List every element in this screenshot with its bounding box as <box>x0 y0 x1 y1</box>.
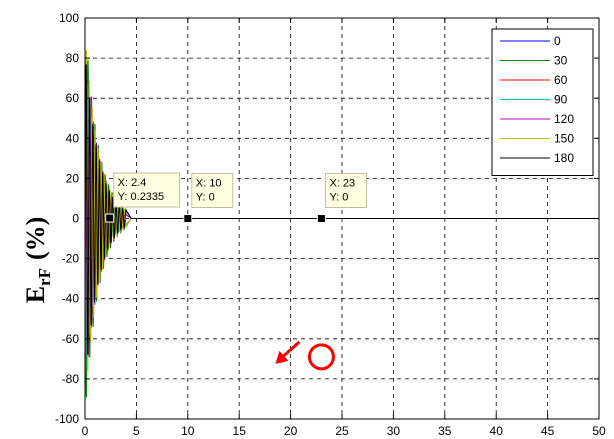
datatip-marker <box>105 213 115 223</box>
annotation-arrow-head <box>275 350 289 364</box>
datatip-x-text: X: 23 <box>329 178 355 190</box>
annotation-arrow-shaft <box>280 340 301 359</box>
annotation-circle <box>307 343 335 371</box>
legend-label-30: 30 <box>554 54 568 68</box>
legend-box <box>491 28 594 176</box>
y-tick-label: 40 <box>66 131 80 145</box>
y-tick-label: -60 <box>62 332 80 346</box>
legend-label-0: 0 <box>554 34 561 48</box>
series-line-180 <box>84 64 599 355</box>
x-tick-label: 15 <box>233 424 247 438</box>
series-layer <box>84 49 599 403</box>
x-tick-label: 20 <box>284 424 298 438</box>
datatip-y-text: Y: 0.2335 <box>118 191 165 203</box>
legend: 0 30 60 90 120 150 180 <box>491 28 594 176</box>
datatip-y-text: Y: 0 <box>196 192 215 204</box>
x-tick-label: 10 <box>181 424 195 438</box>
y-tick-label: -80 <box>62 372 80 386</box>
x-tick-label: 5 <box>133 424 140 438</box>
x-tick-label: 40 <box>490 424 504 438</box>
datatip-x-text: X: 2.4 <box>118 177 147 189</box>
y-axis-label: ErF (%) <box>21 217 54 304</box>
axis-ticks: 0 5 10 15 20 25 30 35 40 45 50 -100 -80 -60 -40 -20 0 20 4… <box>55 11 606 438</box>
legend-label-120: 120 <box>554 112 574 126</box>
datatip-marker <box>183 214 193 223</box>
datatip-box <box>324 173 367 208</box>
x-tick-label: 25 <box>335 424 349 438</box>
x-tick-label: 35 <box>438 424 452 438</box>
y-tick-label: -40 <box>62 292 80 306</box>
y-tick-label: 100 <box>59 11 79 25</box>
legend-label-60: 60 <box>554 73 568 87</box>
y-axis-label-unit: (%) <box>21 217 50 260</box>
legend-label-150: 150 <box>554 132 574 146</box>
datatip-marker <box>316 214 326 223</box>
legend-label-180: 180 <box>554 151 574 165</box>
y-tick-label: 60 <box>66 91 80 105</box>
annotation-layer <box>275 340 335 371</box>
y-axis-label-subscript: rF <box>35 268 54 286</box>
x-tick-label: 50 <box>592 424 606 438</box>
y-tick-label: 0 <box>72 212 79 226</box>
datatip-y-text: Y: 0 <box>329 192 348 204</box>
y-tick-label: 80 <box>66 51 80 65</box>
legend-label-90: 90 <box>554 93 568 107</box>
x-tick-label: 0 <box>82 424 89 438</box>
y-tick-label: -100 <box>55 412 79 426</box>
datatip-x-text: X: 10 <box>196 178 222 190</box>
y-tick-label: 20 <box>66 171 80 185</box>
datatip-layer: X: 2.4 Y: 0.2335 X: 10 Y: 0 X: 23 Y: 0 <box>105 172 367 223</box>
y-tick-label: -20 <box>62 252 80 266</box>
x-tick-label: 45 <box>541 424 555 438</box>
datatip-box <box>191 173 234 208</box>
x-tick-label: 30 <box>387 424 401 438</box>
y-axis-label-main: E <box>21 286 50 303</box>
datatip-box <box>113 172 180 208</box>
